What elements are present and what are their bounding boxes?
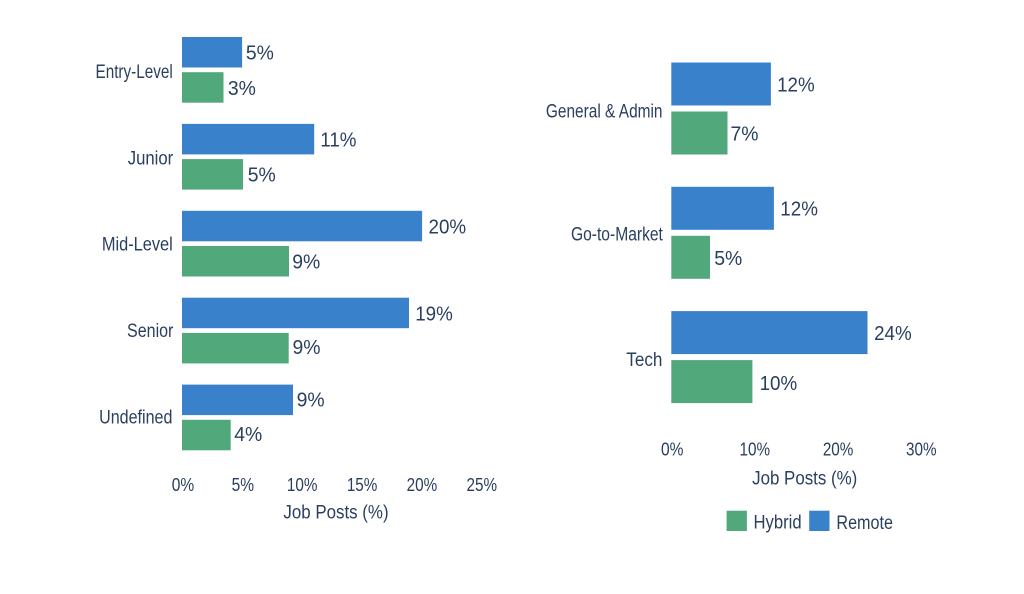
svg-text:10%: 10% [760,373,798,396]
svg-text:0%: 0% [661,439,683,460]
svg-text:25%: 25% [467,475,498,496]
svg-text:5%: 5% [232,475,254,496]
svg-text:3%: 3% [228,78,256,100]
svg-text:12%: 12% [777,74,815,97]
svg-text:9%: 9% [292,251,320,273]
svg-text:5%: 5% [714,248,742,270]
svg-text:11%: 11% [320,129,356,152]
svg-text:20%: 20% [407,475,438,496]
svg-text:7%: 7% [731,123,759,145]
svg-text:30%: 30% [906,439,937,460]
svg-text:Mid-Level: Mid-Level [102,233,173,255]
svg-text:19%: 19% [415,303,453,326]
svg-text:Job Posts (%): Job Posts (%) [752,467,857,489]
svg-text:Junior: Junior [128,147,173,168]
svg-text:10%: 10% [740,439,771,460]
svg-text:Job Posts (%): Job Posts (%) [283,500,388,522]
svg-text:Senior: Senior [127,320,173,342]
svg-text:12%: 12% [780,198,818,221]
svg-text:Undefined: Undefined [99,406,172,428]
svg-text:0%: 0% [172,475,194,496]
svg-text:9%: 9% [297,389,325,411]
svg-text:Remote: Remote [836,511,893,533]
svg-text:9%: 9% [293,337,321,359]
svg-text:General & Admin: General & Admin [546,100,663,122]
svg-text:5%: 5% [246,42,274,64]
svg-text:24%: 24% [874,322,912,345]
svg-text:Go-to-Market: Go-to-Market [571,223,663,245]
svg-text:20%: 20% [429,216,467,239]
svg-text:Tech: Tech [626,348,662,370]
svg-text:4%: 4% [234,424,262,446]
svg-text:15%: 15% [347,475,378,496]
svg-text:Entry-Level: Entry-Level [95,60,172,82]
svg-text:20%: 20% [823,439,854,460]
svg-text:10%: 10% [287,475,318,496]
svg-text:5%: 5% [248,164,276,186]
svg-text:Hybrid: Hybrid [754,512,802,533]
